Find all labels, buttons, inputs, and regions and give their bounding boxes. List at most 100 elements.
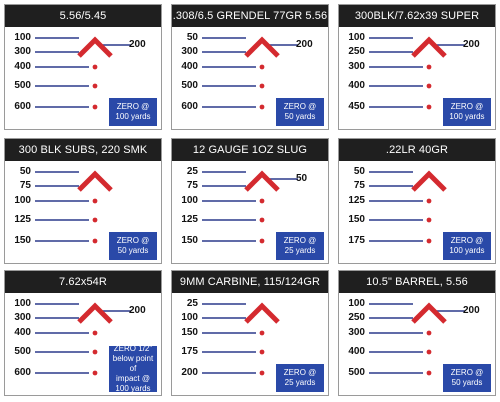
range-label: 500 [14, 80, 31, 91]
zero-text-line: 50 yards [117, 246, 149, 255]
zero-distance-badge: ZERO @50 yards [276, 98, 324, 126]
range-label: 75 [353, 180, 365, 191]
reticle-body: 100 300 400 500 600 200 ZERO @100 yards [5, 27, 161, 129]
range-label: 250 [348, 46, 365, 57]
card-title: 10.5" BARREL, 5.56 [339, 271, 495, 293]
holdover-dot [426, 104, 432, 110]
reticle-body: 100 250 300 400 450 200 ZERO @100 yards [339, 27, 495, 129]
range-label: 600 [14, 367, 31, 378]
zero-text-line: 100 yards [115, 112, 151, 121]
chevron-reticle-icon [411, 170, 447, 192]
reticle-card: 9MM CARBINE, 115/124GR 25 100 150 175 200 ZERO… [171, 270, 329, 396]
range-label: 500 [181, 80, 198, 91]
zero-text-line: ZERO @ [116, 236, 150, 245]
reticle-body: 100 300 400 500 600 200 ZERO 1/2" below point o… [5, 293, 161, 395]
chevron-reticle-icon [244, 170, 280, 192]
reticle-card: 10.5" BARREL, 5.56 100 250 300 400 500 200 ZERO… [338, 270, 496, 396]
reticle-card: .308/6.5 GRENDEL 77GR 5.56 50 300 400 500 600… [171, 4, 329, 130]
range-label: 100 [14, 195, 31, 206]
reticle-card: 5.56/5.45 100 300 400 500 600 200 ZERO @100 yar… [4, 4, 162, 130]
side-range-label: 50 [296, 173, 308, 184]
card-title: 300 BLK SUBS, 220 SMK [5, 139, 161, 161]
chevron-reticle-icon [244, 36, 280, 58]
range-label: 75 [186, 180, 198, 191]
range-label: 175 [181, 346, 198, 357]
reticle-body: 50 75 100 125 150 ZERO @50 yards [5, 161, 161, 263]
holdover-dot [426, 217, 432, 223]
holdover-dot [92, 330, 98, 336]
zero-distance-badge: ZERO @50 yards [109, 232, 157, 260]
reticle-body: 50 300 400 500 600 200 ZERO @50 yards [172, 27, 328, 129]
range-label: 125 [348, 195, 365, 206]
zero-text-line: 100 yards [449, 112, 485, 121]
zero-distance-badge: ZERO @100 yards [109, 98, 157, 126]
range-label: 250 [348, 312, 365, 323]
zero-text-line: ZERO @ [116, 102, 150, 111]
range-label: 100 [181, 312, 198, 323]
range-label: 300 [181, 46, 198, 57]
reticle-drawing [35, 302, 131, 376]
range-label: 500 [14, 346, 31, 357]
range-label: 200 [181, 367, 198, 378]
zero-distance-badge: ZERO @25 yards [276, 364, 324, 392]
range-label: 175 [348, 235, 365, 246]
zero-text-line: 25 yards [284, 246, 316, 255]
reticle-drawing [202, 302, 280, 376]
range-label: 300 [14, 46, 31, 57]
range-label: 400 [348, 80, 365, 91]
range-label: 150 [181, 327, 198, 338]
reticle-drawing [35, 170, 113, 244]
holdover-dot [92, 238, 98, 244]
range-label: 75 [19, 180, 31, 191]
zero-text-line: 25 yards [284, 378, 316, 387]
zero-text-line: ZERO @ [450, 102, 484, 111]
range-label: 300 [14, 312, 31, 323]
range-label: 150 [348, 214, 365, 225]
reticle-drawing [202, 36, 298, 110]
range-label: 50 [353, 166, 365, 177]
holdover-dot [426, 238, 432, 244]
range-label: 100 [348, 298, 365, 309]
range-label: 125 [14, 214, 31, 225]
side-range-label: 200 [463, 305, 480, 316]
range-label: 100 [14, 32, 31, 43]
range-label: 150 [181, 235, 198, 246]
range-label: 400 [181, 61, 198, 72]
range-label: 125 [181, 214, 198, 225]
zero-text-line: ZERO 1/2" [113, 344, 153, 353]
holdover-dot [426, 330, 432, 336]
reticle-body: 25 100 150 175 200 ZERO @25 yards [172, 293, 328, 395]
side-range-label: 200 [129, 305, 146, 316]
chevron-reticle-icon [411, 302, 447, 324]
range-label: 400 [14, 61, 31, 72]
chevron-reticle-icon [244, 302, 280, 324]
holdover-dot [259, 217, 265, 223]
zero-text-line: 50 yards [451, 378, 483, 387]
chevron-reticle-icon [77, 36, 113, 58]
holdover-dot [92, 83, 98, 89]
reticle-card: 300BLK/7.62x39 SUPER 100 250 300 400 450 200 ZE… [338, 4, 496, 130]
holdover-dot [259, 198, 265, 204]
holdover-dot [259, 349, 265, 355]
zero-text-line: ZERO @ [283, 236, 317, 245]
zero-distance-badge: ZERO @100 yards [443, 232, 491, 260]
reticle-body: 25 75 100 125 150 50 ZERO @25 yards [172, 161, 328, 263]
card-title: 7.62x54R [5, 271, 161, 293]
reticle-card: .22LR 40GR 50 75 125 150 175 ZERO @100 yards [338, 138, 496, 264]
reticle-card: 7.62x54R 100 300 400 500 600 200 ZERO 1/2" below… [4, 270, 162, 396]
card-title: 5.56/5.45 [5, 5, 161, 27]
card-title: 300BLK/7.62x39 SUPER [339, 5, 495, 27]
holdover-dot [259, 104, 265, 110]
zero-text-line: ZERO @ [283, 368, 317, 377]
card-title: .308/6.5 GRENDEL 77GR 5.56 [172, 5, 328, 27]
range-label: 100 [14, 298, 31, 309]
zero-text-line: 100 yards [115, 384, 151, 393]
holdover-dot [259, 64, 265, 70]
holdover-dot [426, 198, 432, 204]
card-title: .22LR 40GR [339, 139, 495, 161]
reticle-body: 50 75 125 150 175 ZERO @100 yards [339, 161, 495, 263]
card-title: 12 GAUGE 1OZ SLUG [172, 139, 328, 161]
holdover-dot [92, 64, 98, 70]
zero-text-line: ZERO @ [450, 236, 484, 245]
